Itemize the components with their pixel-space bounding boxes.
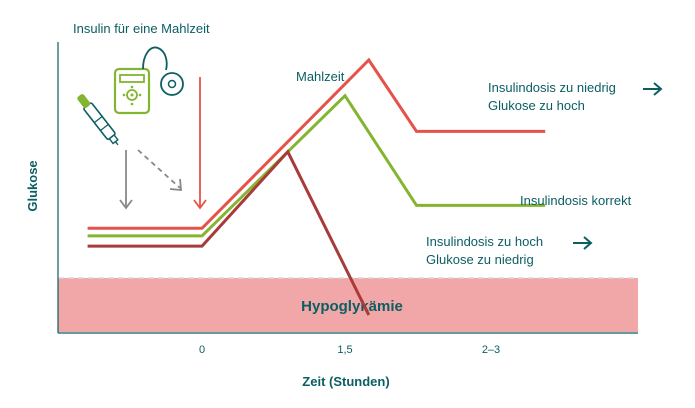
insulin-meal-label: Insulin für eine Mahlzeit [73,21,210,36]
y-axis-label: Glukose [25,160,40,211]
series-line-too-low [87,57,546,230]
series-line-correct [87,93,546,238]
series-label-correct: Insulindosis korrekt [520,193,632,208]
series-label-too-low-line2: Glukose zu hoch [488,98,585,113]
series-label-too-low-line1: Insulindosis zu niedrig [488,80,616,95]
hypoglycemia-label: Hypoglykämie [301,298,403,315]
arrow-diagonal-dashed-icon [137,149,182,191]
arrow-down-icon [193,77,207,210]
arrow-right-icon [643,82,663,96]
series-label-too-high-line1: Insulindosis zu hoch [426,234,543,249]
insulin-pump-icon [113,46,184,115]
meal-label: Mahlzeit [296,69,345,84]
series-label-too-high-line2: Glukose zu niedrig [426,252,534,267]
hypoglycemia-zone [58,278,638,332]
x-tick-label: 0 [199,344,205,356]
x-tick-label: 1,5 [337,344,352,356]
insulin-pen-icon [77,94,119,146]
arrow-down-icon [119,150,133,210]
x-tick-label: 2–3 [482,344,500,356]
arrow-right-icon [573,236,593,250]
x-axis-label: Zeit (Stunden) [302,374,389,389]
series-line-too-high [87,149,371,316]
